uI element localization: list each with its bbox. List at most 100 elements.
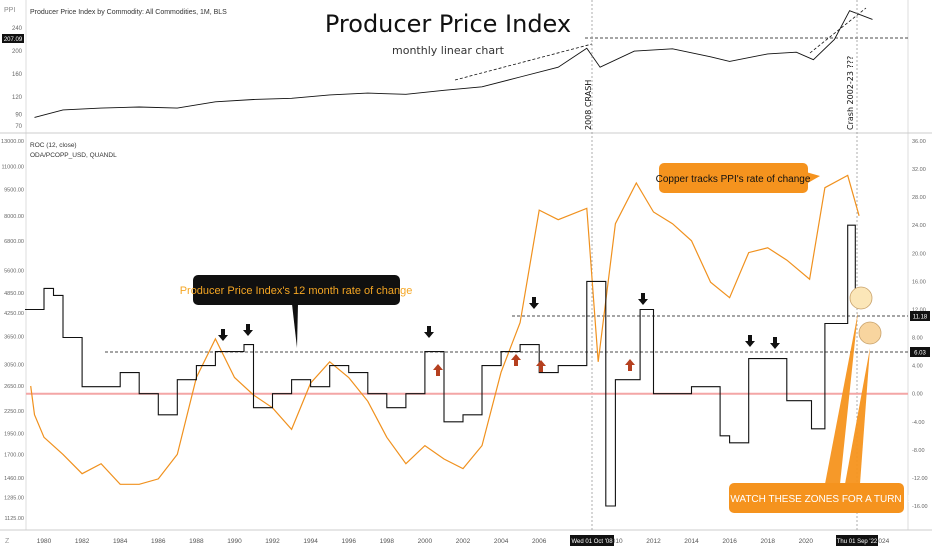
x-tick-label: 1998 (380, 538, 395, 545)
copper-tick: 2650.00 (4, 384, 24, 390)
x-tick-label: 2024 (875, 538, 890, 545)
x-tick-label: 2018 (760, 538, 775, 545)
ppi-line (34, 10, 873, 118)
copper-tick: 4850.00 (4, 291, 24, 297)
ppi-symbol-label: Producer Price Index by Commodity: All C… (30, 9, 227, 16)
chart-title: Producer Price Index (325, 10, 571, 38)
svg-text:Wed 01 Oct '08: Wed 01 Oct '08 (571, 539, 613, 545)
copper-tick: 3650.00 (4, 335, 24, 341)
copper-tick: 11000.00 (1, 165, 24, 171)
svg-text:!!! WATCH THESE ZONES FOR A TU: !!! WATCH THESE ZONES FOR A TURN !!! (719, 494, 913, 505)
x-tick-label: 1982 (75, 538, 90, 545)
copper-tick: 2250.00 (4, 409, 24, 415)
roc-tick: -16.00 (912, 504, 928, 510)
callout-copper: Copper tracks PPI's rate of change (656, 163, 820, 193)
x-tick-label: 1994 (303, 538, 318, 545)
x-tick-label: 2020 (799, 538, 814, 545)
down-arrow-icon (218, 329, 228, 341)
svg-text:6.03: 6.03 (914, 351, 926, 357)
ppi-y-tick: 160 (12, 72, 23, 78)
x-tick-label: 1984 (113, 538, 128, 545)
svg-text:207.09: 207.09 (4, 37, 23, 43)
down-arrow-icon (243, 324, 253, 336)
copper-tick: 5600.00 (4, 269, 24, 275)
x-tick-label: 2004 (494, 538, 509, 545)
copper-tick: 1460.00 (4, 476, 24, 482)
copper-tick: 4250.00 (4, 311, 24, 317)
svg-text:Copper tracks PPI's rate of ch: Copper tracks PPI's rate of change (656, 174, 811, 185)
copper-line (30, 174, 860, 485)
up-arrow-icon (433, 364, 443, 376)
ppi-value-tag: 207.09 (2, 34, 24, 43)
down-arrow-icon (424, 326, 434, 338)
watch-zones: !!! WATCH THESE ZONES FOR A TURN !!! (719, 286, 913, 513)
up-arrow-icon (625, 359, 635, 371)
roc-tick: 16.00 (912, 279, 926, 285)
annotation-crash-2022: Crash 2002-23 ??? (846, 56, 855, 130)
time-axis-corner: Z (5, 538, 10, 545)
chart-subtitle: monthly linear chart (392, 44, 505, 57)
roc-axis-ticks: 36.00 32.00 28.00 24.00 20.00 16.00 12.00 8.00 4… (912, 139, 928, 510)
ppi-y-tick: 70 (15, 124, 22, 130)
legend-roc: ROC (12, close) (30, 142, 77, 149)
crosshair-date-tag-2022: Thu 01 Sep '22 (836, 535, 878, 546)
copper-tick: 1700.00 (4, 452, 24, 458)
copper-tick: 13000.00 (1, 139, 24, 145)
roc-tick: -8.00 (912, 448, 925, 454)
ppi-y-tick: 200 (12, 49, 23, 55)
roc-tick: 32.00 (912, 167, 926, 173)
callout-ppi-roc: Producer Price Index's 12 month rate of … (180, 275, 413, 348)
roc-tick: -12.00 (912, 476, 928, 482)
x-tick-label: 2002 (456, 538, 471, 545)
x-tick-label: 1990 (227, 538, 242, 545)
ppi-trendline-2022 (809, 7, 867, 54)
annotation-2008-crash: 2008 CRASH (584, 80, 593, 130)
roc-tick: 8.00 (912, 336, 923, 342)
ppi-y-tick: 120 (12, 95, 23, 101)
roc-line (25, 224, 856, 507)
zone-circle-lower (858, 321, 882, 345)
roc-tick: 0.00 (912, 392, 923, 398)
ppi-trendline-2008 (454, 43, 593, 81)
roc-tick: 24.00 (912, 223, 926, 229)
legend-copper: ODA/PCOPP_USD, QUANDL (30, 152, 117, 159)
time-axis-labels: 1980 1982 1984 1986 1988 1990 1992 1994 1996 1998… (37, 538, 890, 545)
ppi-y-tick: 240 (12, 26, 23, 32)
copper-tick: 6800.00 (4, 239, 24, 245)
crosshair-date-tag-2008: Wed 01 Oct '08 (570, 535, 614, 546)
x-tick-label: 2012 (646, 538, 661, 545)
ppi-y-tick: 90 (15, 112, 22, 118)
copper-tick: 1950.00 (4, 431, 24, 437)
zone-circle-upper (849, 286, 873, 310)
roc-tick: -4.00 (912, 420, 925, 426)
copper-axis-ticks: 13000.00 11000.00 9500.00 8000.00 6800.00 560… (1, 139, 24, 522)
ppi-axis-label: PPI (4, 7, 15, 14)
black-arrow-icons (218, 293, 780, 349)
down-arrow-icon (745, 335, 755, 347)
x-tick-label: 1986 (151, 538, 166, 545)
roc-tick: 36.00 (912, 139, 926, 145)
x-tick-label: 2014 (684, 538, 699, 545)
copper-tick: 3050.00 (4, 362, 24, 368)
ppi-y-ticks: 240 200 160 120 90 70 (12, 26, 23, 130)
roc-tick: 12.00 (912, 307, 926, 313)
x-tick-label: 1996 (341, 538, 356, 545)
roc-tick: 20.00 (912, 251, 926, 257)
svg-text:Thu 01 Sep '22: Thu 01 Sep '22 (837, 539, 878, 545)
tag-6: 6.03 (910, 347, 930, 357)
down-arrow-icon (638, 293, 648, 305)
down-arrow-icon (770, 337, 780, 349)
x-tick-label: 1980 (37, 538, 52, 545)
copper-tick: 8000.00 (4, 214, 24, 220)
x-tick-label: 2010 (608, 538, 623, 545)
copper-tick: 1285.00 (4, 496, 24, 502)
tag-11: 11.18 (910, 311, 930, 321)
copper-tick: 1125.00 (5, 516, 24, 522)
red-arrow-icons (433, 354, 635, 376)
copper-tick: 9500.00 (4, 187, 24, 193)
x-tick-label: 2016 (722, 538, 737, 545)
roc-tick: 4.00 (912, 364, 923, 370)
svg-text:Producer Price Index's 12 mont: Producer Price Index's 12 month rate of … (180, 285, 413, 297)
down-arrow-icon (529, 297, 539, 309)
